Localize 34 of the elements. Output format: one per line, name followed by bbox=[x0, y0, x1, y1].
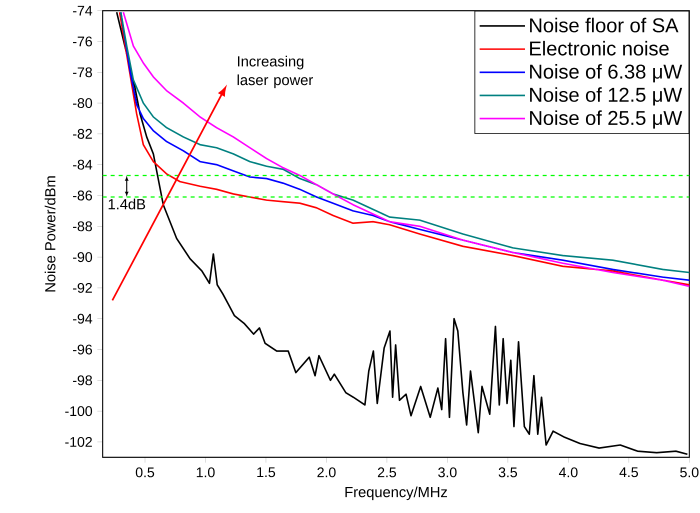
y-tick-label: -90 bbox=[73, 252, 92, 262]
x-tick-label: 4.0 bbox=[558, 467, 578, 478]
y-tick-label: -88 bbox=[73, 221, 92, 232]
legend-label: Noise of 12.5 μW bbox=[530, 87, 682, 106]
legend-label: Electronic noise bbox=[530, 40, 669, 56]
x-tick-label: 4.5 bbox=[619, 467, 638, 477]
y-tick-label: -96 bbox=[73, 344, 92, 354]
annotation: 1.4dB bbox=[108, 198, 146, 210]
x-tick-label: 1.0 bbox=[196, 467, 215, 478]
x-tick-label: 3.0 bbox=[438, 467, 457, 478]
x-tick-label: 2.5 bbox=[378, 467, 396, 478]
y-tick-label: -84 bbox=[73, 160, 92, 170]
legend-label: Noise of 25.5 μW bbox=[530, 110, 682, 129]
annotation: Increasing laser power bbox=[238, 56, 313, 88]
y-axis-title: Noise Power/dBm bbox=[44, 176, 56, 292]
y-tick-label: -76 bbox=[73, 36, 92, 46]
y-tick-label: -86 bbox=[73, 190, 92, 200]
y-tick-label: -78 bbox=[73, 67, 92, 78]
y-tick-label: -102 bbox=[65, 436, 92, 447]
y-tick-label: -92 bbox=[73, 282, 92, 293]
y-tick-label: -100 bbox=[65, 406, 92, 416]
x-tick-label: 3.5 bbox=[498, 467, 518, 478]
y-tick-label: -74 bbox=[73, 6, 92, 16]
y-tick-label: -80 bbox=[73, 98, 92, 108]
y-tick-label: -82 bbox=[73, 128, 92, 139]
x-tick-label: 2.0 bbox=[317, 467, 336, 478]
y-tick-label: -98 bbox=[73, 375, 92, 386]
x-axis-title: Frequency/MHz bbox=[345, 486, 448, 500]
x-tick-label: 0.5 bbox=[136, 467, 154, 478]
x-tick-label: 1.5 bbox=[257, 467, 276, 477]
legend-label: Noise of 6.38 μW bbox=[530, 64, 682, 82]
x-tick-label: 5.0 bbox=[680, 467, 699, 478]
legend-label: Noise floor of SA bbox=[530, 18, 678, 32]
y-tick-label: -94 bbox=[73, 314, 92, 324]
